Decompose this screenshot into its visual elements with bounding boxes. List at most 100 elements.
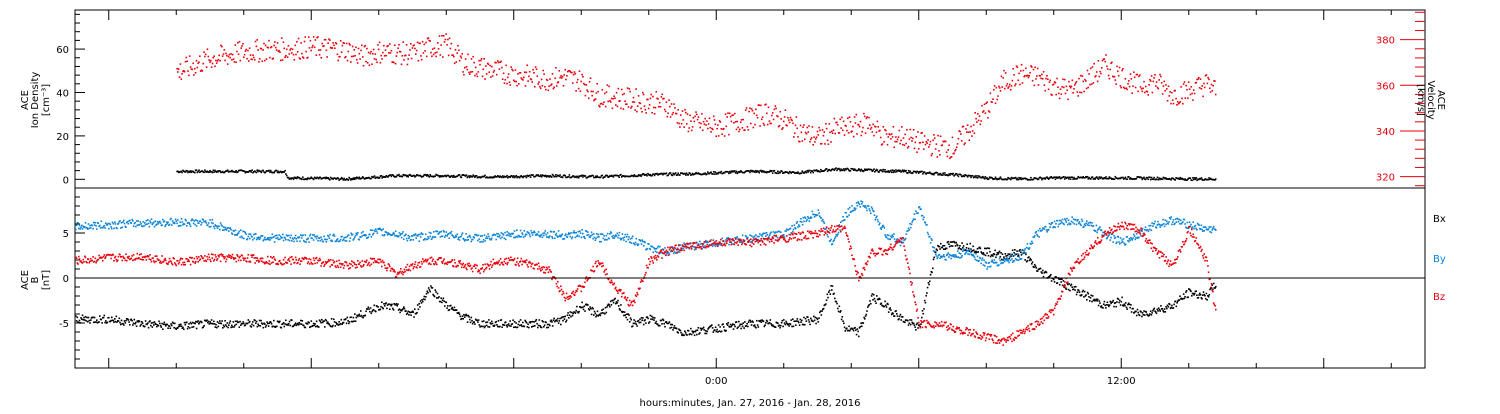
velocity-point	[272, 58, 274, 60]
velocity-point	[1192, 99, 1194, 101]
velocity-point	[730, 116, 732, 118]
velocity-point	[691, 130, 693, 132]
by-point	[470, 237, 472, 239]
density-point	[891, 172, 893, 174]
bx-point	[672, 324, 674, 326]
bx-point	[140, 325, 142, 327]
bx-point	[939, 248, 941, 250]
by-point	[181, 218, 183, 220]
velocity-point	[186, 57, 188, 59]
bx-point	[233, 321, 235, 323]
by-point	[627, 234, 629, 236]
by-point	[149, 220, 151, 222]
velocity-point	[849, 116, 851, 118]
velocity-point	[992, 98, 994, 100]
velocity-point	[596, 92, 598, 94]
bx-point	[1090, 297, 1092, 299]
bx-point	[476, 319, 478, 321]
by-point	[596, 233, 598, 235]
velocity-point	[924, 135, 926, 137]
by-point	[153, 222, 155, 224]
velocity-point	[1043, 71, 1045, 73]
bx-point	[381, 301, 383, 303]
by-point	[94, 224, 96, 226]
bx-point	[608, 304, 610, 306]
density-point	[302, 176, 304, 178]
density-point	[816, 169, 818, 171]
by-point	[195, 219, 197, 221]
velocity-point	[856, 133, 858, 135]
velocity-point	[430, 52, 432, 54]
bx-point	[655, 322, 657, 324]
velocity-point	[496, 74, 498, 76]
velocity-point	[607, 84, 609, 86]
bx-point	[635, 321, 637, 323]
velocity-point	[1028, 75, 1030, 77]
density-point	[181, 172, 183, 174]
density-point	[370, 178, 372, 180]
by-point	[521, 236, 523, 238]
velocity-point	[245, 49, 247, 51]
bx-point	[747, 326, 749, 328]
velocity-point	[362, 56, 364, 58]
bx-point	[77, 317, 79, 319]
bx-point	[89, 322, 91, 324]
velocity-point	[587, 91, 589, 93]
velocity-point	[1060, 88, 1062, 90]
velocity-point	[922, 142, 924, 144]
bx-point	[113, 321, 115, 323]
bx-point	[451, 307, 453, 309]
velocity-point	[659, 102, 661, 104]
velocity-point	[211, 66, 213, 68]
density-point	[208, 172, 210, 174]
bx-point	[450, 305, 452, 307]
density-point	[204, 169, 206, 171]
density-point	[727, 171, 729, 173]
density-point	[910, 171, 912, 173]
velocity-point	[447, 39, 449, 41]
velocity-point	[1093, 63, 1095, 65]
by-point	[415, 233, 417, 235]
velocity-point	[645, 109, 647, 111]
bx-point	[1215, 286, 1217, 288]
bx-point	[983, 254, 985, 256]
velocity-point	[751, 108, 753, 110]
velocity-point	[257, 49, 259, 51]
density-point	[977, 177, 979, 179]
bx-point	[531, 326, 533, 328]
density-point	[774, 170, 776, 172]
bx-point	[1099, 300, 1101, 302]
bx-point	[1137, 309, 1139, 311]
bx-point	[864, 318, 866, 320]
bx-point	[136, 325, 138, 327]
bx-point	[477, 321, 479, 323]
velocity-point	[700, 123, 702, 125]
bx-point	[925, 302, 927, 304]
bx-point	[110, 320, 112, 322]
bx-point	[326, 320, 328, 322]
velocity-point	[288, 45, 290, 47]
velocity-point	[1212, 85, 1214, 87]
by-point	[477, 240, 479, 242]
bx-point	[733, 328, 735, 330]
bx-point	[983, 252, 985, 254]
density-point	[359, 177, 361, 179]
velocity-point	[483, 69, 485, 71]
velocity-point	[1127, 83, 1129, 85]
bx-point	[848, 330, 850, 332]
top-panel-frame	[75, 10, 1425, 188]
velocity-point	[1042, 78, 1044, 80]
velocity-point	[802, 140, 804, 142]
bx-point	[1160, 305, 1162, 307]
velocity-point	[1135, 87, 1137, 89]
bx-point	[618, 305, 620, 307]
bx-point	[954, 242, 956, 244]
velocity-point	[355, 47, 357, 49]
velocity-point	[1010, 89, 1012, 91]
bx-point	[87, 321, 89, 323]
velocity-point	[737, 121, 739, 123]
bx-point	[191, 326, 193, 328]
bx-point	[632, 325, 634, 327]
bx-point	[197, 320, 199, 322]
bx-point	[313, 323, 315, 325]
